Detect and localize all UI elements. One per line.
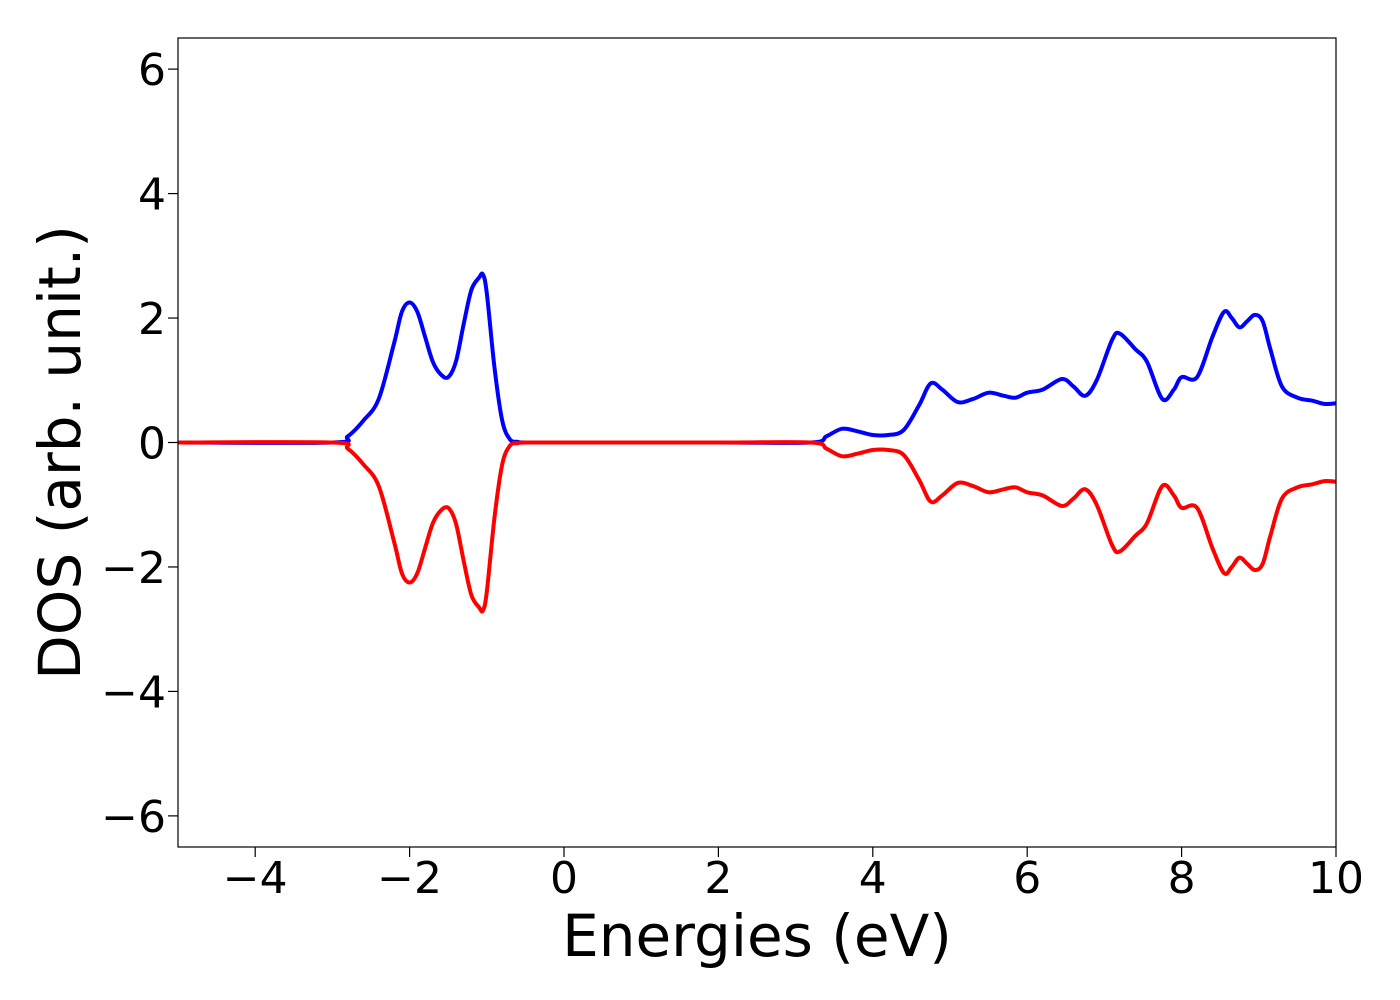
x-tick-label: 4 (859, 853, 887, 904)
x-tick-label: 8 (1168, 853, 1196, 904)
y-tick-label: 2 (138, 294, 166, 345)
x-tick-label: −2 (377, 853, 442, 904)
y-tick-label: 4 (138, 170, 166, 221)
y-tick-label: −2 (101, 543, 166, 594)
series-layer (177, 271, 1337, 614)
y-tick-label: 6 (138, 45, 166, 96)
x-tick-label: 2 (704, 853, 732, 904)
x-axis-label: Energies (eV) (562, 902, 952, 970)
y-tick-label: −4 (101, 667, 166, 718)
x-tick-label: −4 (223, 853, 288, 904)
x-tick-label: 6 (1013, 853, 1041, 904)
series-line-1 (177, 271, 1337, 445)
series-line-2 (177, 440, 1337, 614)
x-axis: −4 −2 0 2 4 6 8 10 (223, 847, 1364, 904)
x-tick-label: 0 (550, 853, 578, 904)
x-tick-label: 10 (1308, 853, 1364, 904)
y-axis: −6 −4 −2 0 2 4 6 (101, 45, 178, 843)
y-tick-label: 0 (138, 419, 166, 470)
y-tick-label: −6 (101, 792, 166, 843)
y-axis-label: DOS (arb. unit.) (26, 225, 94, 680)
